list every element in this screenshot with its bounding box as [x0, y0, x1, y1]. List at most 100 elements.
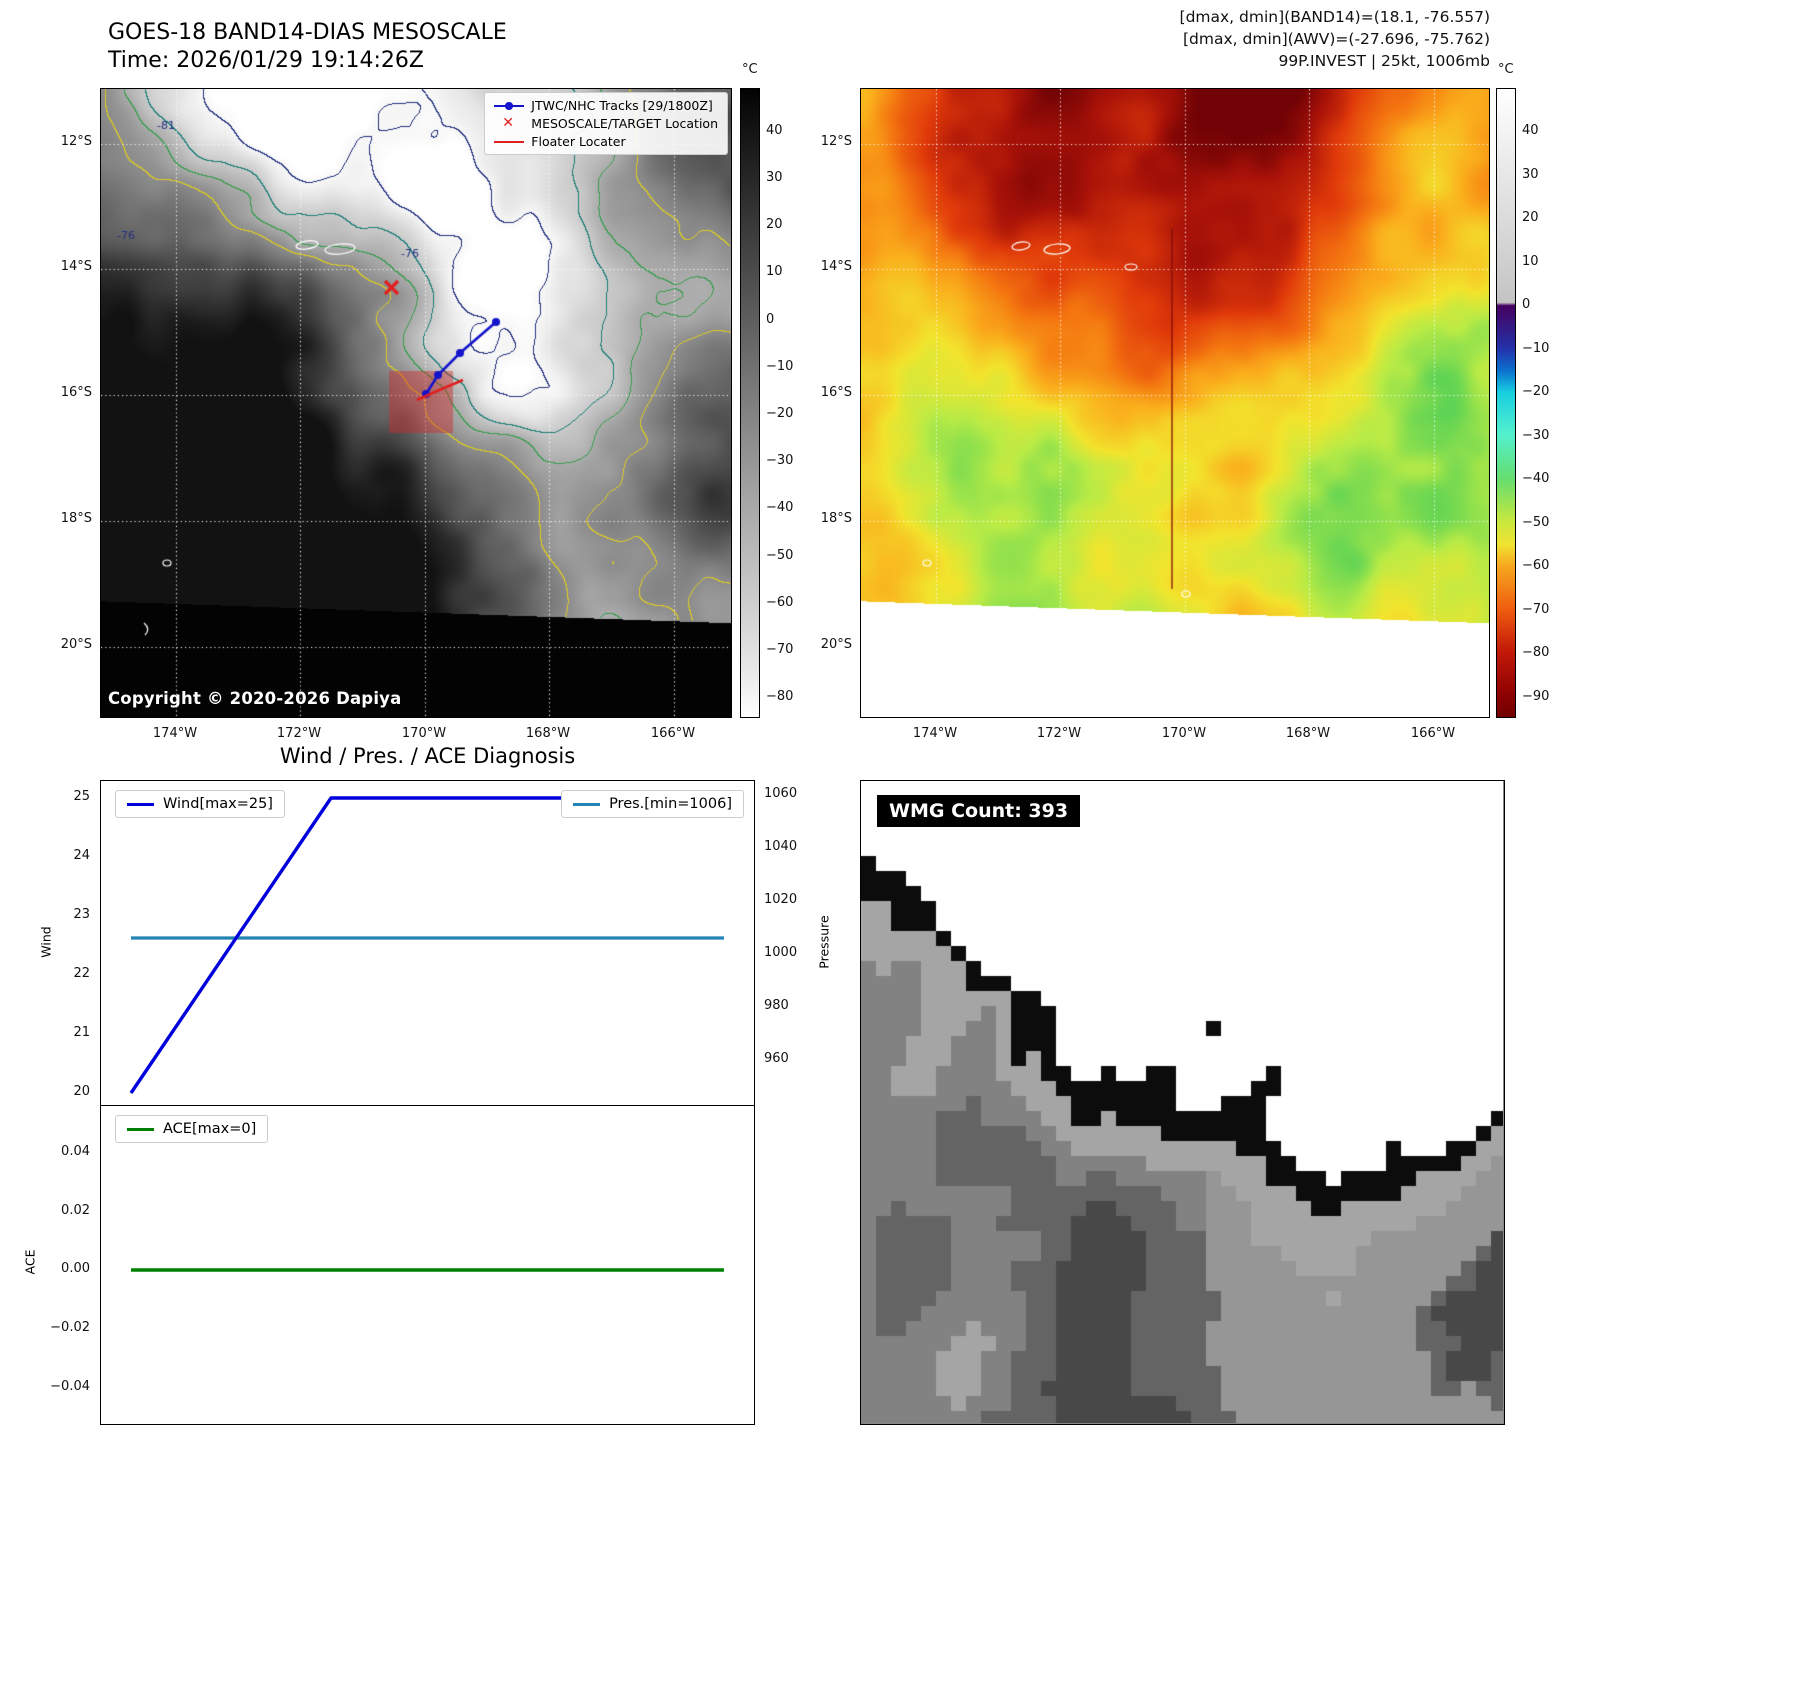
lat-tick: 20°S [60, 637, 92, 652]
lat-tick: 18°S [60, 511, 92, 526]
lat-tick: 16°S [60, 385, 92, 400]
colorbar-tick: 0 [766, 312, 775, 327]
band14-map: JTWC/NHC Tracks [29/1800Z] ✕ MESOSCALE/T… [100, 88, 732, 718]
colorbar-tick: 10 [1522, 254, 1539, 269]
colorbar-tick: −60 [766, 595, 794, 610]
legend-row-floater: Floater Locater [494, 134, 718, 149]
colorbar-tick: 40 [1522, 123, 1539, 138]
x-marker-icon: ✕ [502, 115, 515, 131]
ace-tick: −0.02 [50, 1320, 90, 1335]
pressure-axis-label: Pressure [816, 915, 832, 969]
colorbar-tick: −80 [766, 689, 794, 704]
ace-legend-label: ACE[max=0] [163, 1121, 257, 1137]
lon-tick: 174°W [912, 726, 958, 741]
colorbar-tick: −10 [1522, 341, 1550, 356]
wind-tick: 22 [73, 966, 90, 981]
colorbar-tick: −80 [1522, 645, 1550, 660]
lon-tick: 170°W [1161, 726, 1207, 741]
pressure-tick: 980 [764, 998, 789, 1013]
pressure-tick: 1020 [764, 892, 798, 907]
colorbar-tick: −70 [766, 642, 794, 657]
track-line-icon [494, 99, 525, 112]
wind-tick: 24 [73, 848, 90, 863]
legend-label: MESOSCALE/TARGET Location [531, 116, 718, 131]
wind-pressure-plot [129, 796, 724, 1094]
wind-tick: 23 [73, 907, 90, 922]
pressure-legend: Pres.[min=1006] [561, 790, 744, 818]
pressure-legend-label: Pres.[min=1006] [609, 796, 732, 812]
lon-tick: 168°W [525, 726, 571, 741]
floater-line-icon [494, 135, 525, 148]
diagnosis-title: Wind / Pres. / ACE Diagnosis [279, 744, 576, 768]
wmg-panel: WMG Count: 393 [860, 780, 1505, 1425]
wind-tick: 20 [73, 1084, 90, 1099]
colorbar-unit: °C [742, 62, 758, 77]
copyright-text: Copyright © 2020-2026 Dapiya [108, 689, 402, 708]
band14-subtitle: Time: 2026/01/29 19:14:26Z [108, 48, 424, 73]
ace-legend: ACE[max=0] [115, 1115, 269, 1143]
colorbar-tick: 30 [1522, 167, 1539, 182]
ace-tick: 0.00 [61, 1261, 90, 1276]
wind-pressure-axes: Wind[max=25] Pres.[min=1006] [100, 780, 755, 1105]
wind-tick: 25 [73, 789, 90, 804]
wind-legend: Wind[max=25] [115, 790, 285, 818]
wind-line-icon [127, 802, 154, 806]
pressure-line-icon [573, 802, 601, 806]
colorbar-tick: −40 [766, 500, 794, 515]
lon-tick: 168°W [1285, 726, 1331, 741]
dmax-dmin-awv: [dmax, dmin](AWV)=(-27.696, -75.762) [1183, 30, 1490, 48]
lon-tick: 166°W [650, 726, 696, 741]
colorbar-tick: −70 [1522, 602, 1550, 617]
colorbar-tick: −30 [1522, 428, 1550, 443]
lon-tick: 166°W [1410, 726, 1456, 741]
awv-colorbar [1496, 88, 1516, 718]
colorbar-tick: −20 [1522, 384, 1550, 399]
band14-colorbar [740, 88, 760, 718]
lon-tick: 170°W [401, 726, 447, 741]
pressure-tick: 1040 [764, 839, 798, 854]
legend-label: Floater Locater [531, 134, 626, 149]
colorbar-tick: 30 [766, 170, 783, 185]
ace-tick: 0.02 [61, 1203, 90, 1218]
colorbar-tick: −40 [1522, 471, 1550, 486]
colorbar-tick: 20 [766, 217, 783, 232]
lat-tick: 20°S [820, 637, 852, 652]
awv-satellite-image [861, 89, 1489, 717]
pressure-tick: 960 [764, 1051, 789, 1066]
lat-tick: 12°S [820, 134, 852, 149]
ace-tick: −0.04 [50, 1379, 90, 1394]
lat-tick: 14°S [60, 259, 92, 274]
lat-tick: 12°S [60, 134, 92, 149]
colorbar-tick: −10 [766, 359, 794, 374]
wmg-pixel-image [861, 781, 1503, 1423]
legend-row-target: ✕ MESOSCALE/TARGET Location [494, 115, 718, 131]
ace-tick: 0.04 [61, 1144, 90, 1159]
lon-tick: 174°W [152, 726, 198, 741]
awv-map [860, 88, 1490, 718]
ace-axes: ACE[max=0] [100, 1105, 755, 1425]
colorbar-tick: −90 [1522, 689, 1550, 704]
ace-axis-label: ACE [22, 1249, 38, 1275]
colorbar-tick: −50 [1522, 515, 1550, 530]
dmax-dmin-band14: [dmax, dmin](BAND14)=(18.1, -76.557) [1179, 8, 1490, 26]
wind-line [129, 796, 724, 1094]
lat-tick: 18°S [820, 511, 852, 526]
wind-axis-label: Wind [38, 926, 54, 958]
lat-tick: 16°S [820, 385, 852, 400]
colorbar-tick: −30 [766, 453, 794, 468]
wmg-count-badge: WMG Count: 393 [877, 795, 1081, 827]
legend-row-tracks: JTWC/NHC Tracks [29/1800Z] [494, 98, 718, 113]
legend-label: JTWC/NHC Tracks [29/1800Z] [531, 98, 713, 113]
wind-tick: 21 [73, 1025, 90, 1040]
colorbar-tick: 40 [766, 123, 783, 138]
band14-satellite-image [101, 89, 731, 717]
ace-line-icon [127, 1127, 154, 1131]
lat-tick: 14°S [820, 259, 852, 274]
lon-tick: 172°W [276, 726, 322, 741]
wind-legend-label: Wind[max=25] [163, 796, 273, 812]
band14-map-legend: JTWC/NHC Tracks [29/1800Z] ✕ MESOSCALE/T… [484, 92, 728, 155]
invest-status: 99P.INVEST | 25kt, 1006mb [1278, 52, 1490, 70]
colorbar-unit: °C [1498, 62, 1514, 77]
pressure-tick: 1000 [764, 945, 798, 960]
